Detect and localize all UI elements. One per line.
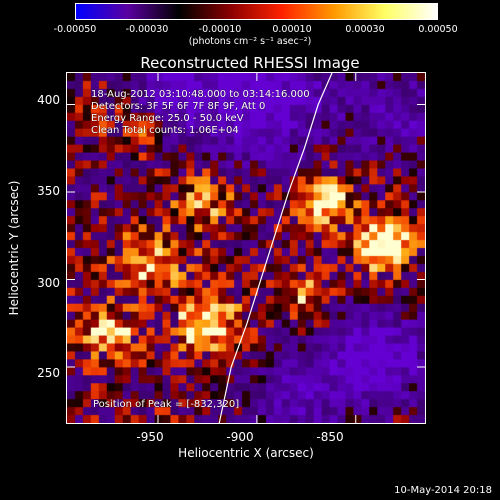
method-annotation: Clean Total counts: 1.06E+04	[91, 125, 239, 136]
detectors-annotation: Detectors: 3F 5F 6F 7F 8F 9F, Att 0	[91, 101, 266, 112]
plot-overlay	[67, 73, 425, 423]
plot-area: 18-Aug-2012 03:10:48.000 to 03:14:16.000…	[66, 72, 426, 424]
colorbar-tick-label: -0.00010	[198, 24, 242, 35]
heatmap-image	[67, 73, 425, 423]
x-tick-label: -950	[136, 430, 164, 444]
chart-title: Reconstructed RHESSI Image	[140, 54, 360, 72]
colorbar-tick-label: -0.00030	[125, 24, 169, 35]
x-tick-label: -850	[316, 430, 344, 444]
colorbar-tick-label: 0.00010	[272, 24, 312, 35]
colorbar-tick-label: -0.00050	[53, 24, 97, 35]
y-tick-label: 400	[37, 93, 60, 107]
y-tick-label: 250	[37, 366, 60, 380]
timestamp: 10-May-2014 20:18	[394, 485, 492, 496]
x-tick-label: -900	[226, 430, 254, 444]
energy-range-annotation: Energy Range: 25.0 - 50.0 keV	[91, 113, 244, 124]
peak-position-annotation: Position of Peak = [-832,320]	[93, 399, 240, 410]
colorbar-tick-label: 0.00030	[345, 24, 385, 35]
y-tick-label: 350	[37, 184, 60, 198]
colorbar-gradient	[76, 4, 437, 19]
solar-limb-curve	[218, 73, 333, 423]
colorbar-unit-label: (photons cm⁻² s⁻¹ asec⁻²)	[188, 36, 312, 47]
colorbar-tick-label: 0.00050	[418, 24, 458, 35]
x-axis-label: Heliocentric X (arcsec)	[178, 446, 314, 460]
y-axis-label: Heliocentric Y (arcsec)	[7, 180, 21, 316]
colorbar	[75, 3, 438, 20]
time-range-annotation: 18-Aug-2012 03:10:48.000 to 03:14:16.000	[91, 89, 310, 100]
y-tick-label: 300	[37, 276, 60, 290]
